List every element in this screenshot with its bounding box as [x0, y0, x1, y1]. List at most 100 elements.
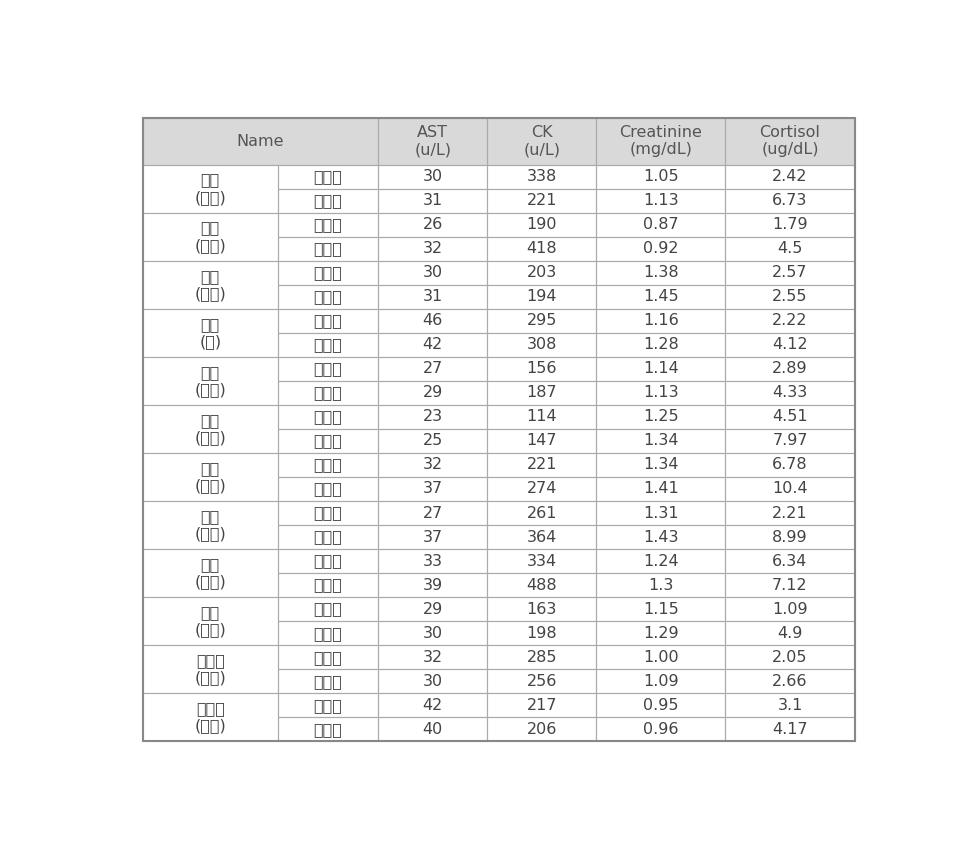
- Bar: [726, 621, 854, 645]
- Bar: [596, 453, 726, 477]
- Bar: [378, 357, 487, 381]
- Bar: [278, 525, 378, 549]
- Bar: [378, 165, 487, 189]
- Bar: [143, 357, 278, 405]
- Text: 1.28: 1.28: [643, 338, 679, 353]
- Text: 장모
(통): 장모 (통): [199, 316, 222, 349]
- Bar: [143, 597, 278, 645]
- Text: 32: 32: [422, 241, 443, 256]
- Bar: [726, 332, 854, 357]
- Bar: [378, 669, 487, 693]
- Bar: [278, 189, 378, 212]
- Bar: [143, 501, 278, 549]
- Bar: [278, 309, 378, 332]
- Bar: [378, 189, 487, 212]
- Bar: [726, 501, 854, 525]
- Bar: [278, 212, 378, 237]
- Text: 274: 274: [526, 481, 557, 497]
- Bar: [726, 189, 854, 212]
- Bar: [487, 357, 596, 381]
- Bar: [278, 381, 378, 405]
- Bar: [378, 573, 487, 597]
- Text: 39: 39: [422, 578, 443, 592]
- Bar: [143, 165, 278, 212]
- Bar: [378, 645, 487, 669]
- Bar: [378, 381, 487, 405]
- Text: 4.17: 4.17: [773, 722, 808, 737]
- Bar: [378, 501, 487, 525]
- Bar: [278, 453, 378, 477]
- Bar: [726, 621, 854, 645]
- Bar: [278, 477, 378, 501]
- Bar: [143, 597, 278, 645]
- Bar: [596, 165, 726, 189]
- Text: 0.87: 0.87: [643, 217, 679, 233]
- Bar: [378, 477, 487, 501]
- Bar: [726, 165, 854, 189]
- Text: 334: 334: [526, 553, 557, 569]
- Bar: [278, 549, 378, 573]
- Bar: [726, 573, 854, 597]
- Bar: [378, 332, 487, 357]
- Text: 1.34: 1.34: [643, 458, 679, 472]
- Text: 338: 338: [526, 169, 557, 184]
- Text: Name: Name: [236, 134, 284, 149]
- Text: 295: 295: [526, 313, 557, 328]
- Bar: [726, 309, 854, 332]
- Text: 364: 364: [526, 530, 557, 545]
- Text: 27: 27: [422, 506, 443, 520]
- Bar: [278, 645, 378, 669]
- Text: 운동후: 운동후: [313, 530, 342, 545]
- Bar: [726, 357, 854, 381]
- Text: CK
(u/L): CK (u/L): [523, 125, 560, 157]
- Bar: [487, 453, 596, 477]
- Text: 1.34: 1.34: [643, 433, 679, 448]
- Bar: [378, 332, 487, 357]
- Bar: [378, 597, 487, 621]
- Bar: [487, 453, 596, 477]
- Text: 운동전: 운동전: [313, 650, 342, 665]
- Bar: [487, 525, 596, 549]
- Text: 203: 203: [526, 266, 557, 280]
- Bar: [278, 717, 378, 741]
- Bar: [278, 669, 378, 693]
- Bar: [726, 189, 854, 212]
- Bar: [726, 118, 854, 165]
- Text: 42: 42: [422, 338, 443, 353]
- Bar: [596, 597, 726, 621]
- Bar: [487, 573, 596, 597]
- Text: 1.31: 1.31: [643, 506, 679, 520]
- Text: 운동후: 운동후: [313, 241, 342, 256]
- Bar: [278, 381, 378, 405]
- Bar: [726, 165, 854, 189]
- Text: 418: 418: [526, 241, 558, 256]
- Bar: [378, 693, 487, 717]
- Bar: [596, 597, 726, 621]
- Text: 장모
(청백): 장모 (청백): [195, 269, 226, 301]
- Bar: [278, 597, 378, 621]
- Bar: [487, 285, 596, 309]
- Text: 1.13: 1.13: [643, 193, 679, 208]
- Text: 1.09: 1.09: [773, 602, 808, 617]
- Bar: [726, 525, 854, 549]
- Bar: [487, 165, 596, 189]
- Bar: [378, 669, 487, 693]
- Bar: [278, 669, 378, 693]
- Text: 1.43: 1.43: [643, 530, 679, 545]
- Bar: [726, 453, 854, 477]
- Text: 25: 25: [422, 433, 443, 448]
- Text: 7.97: 7.97: [773, 433, 808, 448]
- Bar: [378, 118, 487, 165]
- Text: 6.78: 6.78: [773, 458, 808, 472]
- Bar: [596, 645, 726, 669]
- Bar: [487, 597, 596, 621]
- Bar: [487, 669, 596, 693]
- Bar: [726, 597, 854, 621]
- Bar: [278, 717, 378, 741]
- Text: 190: 190: [526, 217, 558, 233]
- Text: 운동후: 운동후: [313, 289, 342, 305]
- Bar: [487, 357, 596, 381]
- Bar: [487, 501, 596, 525]
- Bar: [278, 429, 378, 453]
- Text: 221: 221: [526, 193, 558, 208]
